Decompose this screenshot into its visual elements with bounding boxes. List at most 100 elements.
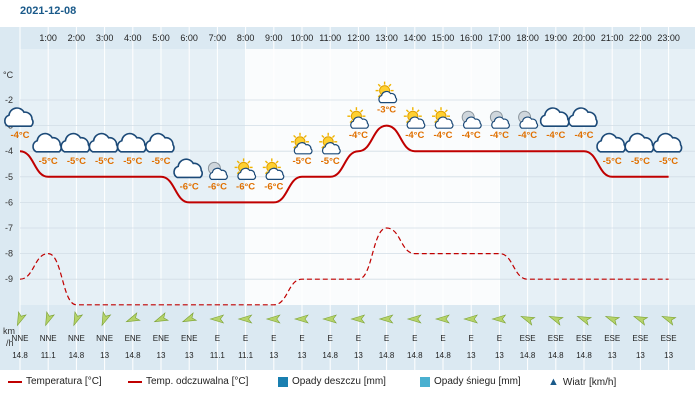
wind-axis-label: km xyxy=(3,326,15,336)
temp-label: -5°C xyxy=(39,156,58,167)
temp-label: -5°C xyxy=(659,156,678,167)
legend-wind-label: Wiatr [km/h] xyxy=(562,376,617,388)
hour-label: 20:00 xyxy=(573,33,596,43)
legend-rain-swatch xyxy=(278,376,288,387)
hour-label: 5:00 xyxy=(152,33,170,43)
cloud-shape xyxy=(652,132,683,153)
wind-speed-label: 14.8 xyxy=(520,351,536,360)
hour-label: 8:00 xyxy=(237,33,255,43)
wind-speed-label: 13 xyxy=(100,351,109,360)
temp-label: -4°C xyxy=(490,130,509,141)
sun-ray xyxy=(321,145,325,149)
cloud-shape xyxy=(4,107,34,127)
sun-cloud-icon xyxy=(262,158,285,180)
wind-speed-label: 14.8 xyxy=(576,351,592,360)
sun-cloud-icon xyxy=(234,158,257,180)
wind-arrow-icon xyxy=(73,310,84,327)
hour-label: 13:00 xyxy=(375,33,398,43)
sun-cloud-icon xyxy=(319,132,341,155)
hour-label: 19:00 xyxy=(545,33,568,43)
wind-arrow-icon xyxy=(101,310,112,327)
temp-label: -4°C xyxy=(405,130,424,141)
wind-arrow-icon xyxy=(209,314,225,324)
wind-speed-label: 13 xyxy=(269,351,278,360)
hour-label: 3:00 xyxy=(96,33,114,43)
temp-label: -4°C xyxy=(574,130,593,141)
wind-arrow-icon xyxy=(632,315,649,326)
wind-arrow-icon xyxy=(125,312,141,323)
wind-arrow-icon xyxy=(406,314,422,324)
hour-label: 2:00 xyxy=(68,33,86,43)
sun-ray xyxy=(349,109,353,113)
wind-speed-label: 14.8 xyxy=(407,351,423,360)
wind-arrow-icon xyxy=(548,315,564,326)
wind-arrow-icon xyxy=(434,314,450,324)
temp-label: -5°C xyxy=(67,156,86,167)
hour-label: 11:00 xyxy=(319,33,341,43)
sun-ray xyxy=(434,119,438,124)
sun-cloud-icon xyxy=(432,107,454,129)
cloud-shape xyxy=(145,132,175,153)
hour-label: 12:00 xyxy=(347,33,370,43)
sun-ray xyxy=(444,109,448,113)
wind-speed-label: 13 xyxy=(157,351,166,360)
legend-temp: Temperatura [°C] xyxy=(8,376,102,387)
y-tick-label: -5 xyxy=(5,172,13,182)
cloud-shape xyxy=(462,116,482,129)
wind-speed-label: 14.8 xyxy=(12,351,28,360)
wind-arrow-icon xyxy=(378,314,394,324)
cloud-shape xyxy=(321,142,341,155)
cloud-shape xyxy=(237,167,257,180)
wind-speed-label: 13 xyxy=(467,351,476,360)
wind-direction-label: ENE xyxy=(125,334,141,343)
cloud-shape xyxy=(568,107,598,127)
legend-snow: Opady śniegu [mm] xyxy=(420,376,521,387)
wind-direction-label: E xyxy=(469,334,474,343)
temp-label: -4°C xyxy=(10,130,29,141)
sun-cloud-icon xyxy=(375,81,398,104)
temp-label: -5°C xyxy=(631,156,650,167)
temp-label: -3°C xyxy=(377,105,396,116)
hour-label: 10:00 xyxy=(291,33,314,43)
cloud-icon xyxy=(173,158,203,179)
cloud-icon xyxy=(568,107,598,127)
temp-label: -6°C xyxy=(236,181,255,192)
sun-ray xyxy=(331,134,336,139)
sun-ray xyxy=(416,109,420,113)
sun-ray xyxy=(293,145,297,149)
legend-snow-label: Opady śniegu [mm] xyxy=(434,376,521,387)
temp-label: -4°C xyxy=(433,130,452,141)
wind-speed-label: 13 xyxy=(495,351,504,360)
legend-rain-label: Opady deszczu [mm] xyxy=(292,376,386,387)
legend-feels: Temp. odczuwalna [°C] xyxy=(128,376,248,387)
hour-label: 21:00 xyxy=(601,33,624,43)
cloud-shape xyxy=(406,116,426,129)
wind-arrow-icon xyxy=(16,310,27,327)
wind-direction-label: E xyxy=(243,334,248,343)
wind-direction-label: ESE xyxy=(632,334,648,343)
hour-label: 15:00 xyxy=(432,33,455,43)
wind-direction-label: ESE xyxy=(548,334,564,343)
temp-label: -5°C xyxy=(95,156,114,167)
hour-label: 6:00 xyxy=(180,33,198,43)
wind-speed-label: 13 xyxy=(664,351,673,360)
wind-direction-label: NNE xyxy=(40,334,57,343)
cloud-shape xyxy=(519,116,539,129)
y-tick-label: -6 xyxy=(5,197,13,207)
legend-temp-swatch xyxy=(8,380,22,383)
sun-ray xyxy=(321,134,325,139)
wind-arrow-icon xyxy=(576,315,593,326)
temp-label: -5°C xyxy=(123,156,142,167)
wind-direction-label: E xyxy=(356,334,361,343)
wind-direction-label: E xyxy=(412,334,417,343)
sun-ray xyxy=(377,83,381,87)
temp-label: -4°C xyxy=(546,130,565,141)
wind-arrow-icon xyxy=(350,314,366,324)
cloud-shape xyxy=(265,167,285,180)
hour-label: 17:00 xyxy=(488,33,511,43)
wind-speed-label: 11.1 xyxy=(41,351,57,360)
hour-label: 9:00 xyxy=(265,33,283,43)
sun-ray xyxy=(236,171,240,175)
wind-direction-label: E xyxy=(384,334,389,343)
